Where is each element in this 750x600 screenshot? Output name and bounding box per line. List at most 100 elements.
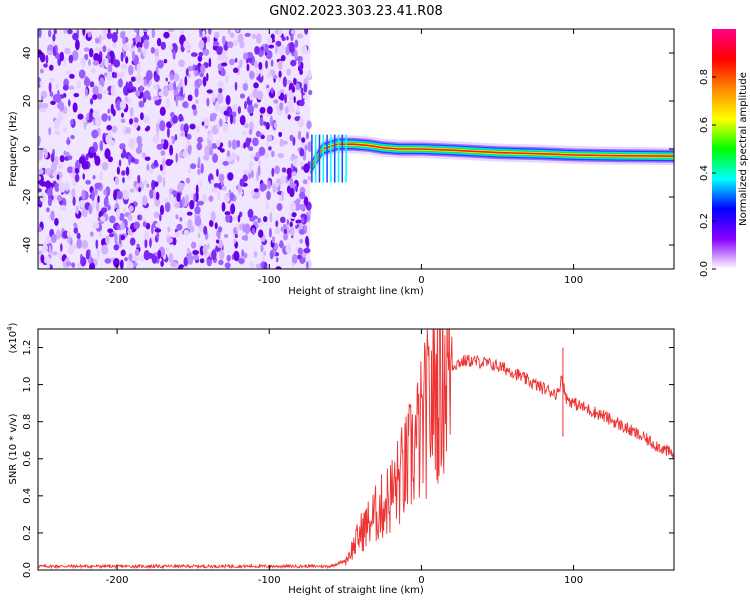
colorbar-label: Normalized spectral amplitude xyxy=(738,72,749,226)
noise-speckle xyxy=(279,240,284,249)
noise-speckle xyxy=(52,193,56,203)
noise-speckle xyxy=(265,60,268,69)
noise-speckle xyxy=(201,121,205,126)
noise-speckle xyxy=(258,61,263,70)
noise-speckle xyxy=(143,250,150,261)
noise-speckle xyxy=(135,89,141,97)
noise-speckle xyxy=(119,72,124,78)
noise-speckle xyxy=(39,193,46,203)
noise-speckle xyxy=(121,112,124,118)
noise-speckle xyxy=(80,256,87,267)
noise-speckle xyxy=(88,204,93,215)
noise-speckle xyxy=(238,258,245,264)
noise-speckle xyxy=(108,115,111,122)
noise-speckle xyxy=(258,229,264,238)
noise-speckle xyxy=(55,229,61,240)
noise-speckle xyxy=(252,33,256,40)
noise-speckle xyxy=(87,31,92,38)
noise-speckle xyxy=(308,209,312,215)
noise-speckle xyxy=(83,47,90,52)
noise-speckle xyxy=(112,109,116,117)
noise-speckle xyxy=(134,117,139,124)
noise-speckle xyxy=(199,180,203,187)
noise-speckle xyxy=(168,192,172,202)
noise-speckle xyxy=(194,215,202,227)
noise-speckle xyxy=(51,251,58,256)
noise-speckle xyxy=(95,37,100,44)
noise-speckle xyxy=(252,215,258,220)
noise-speckle xyxy=(171,190,178,195)
noise-speckle xyxy=(252,137,259,147)
noise-speckle xyxy=(169,44,173,51)
noise-speckle xyxy=(48,29,52,38)
noise-speckle xyxy=(64,47,71,55)
noise-speckle xyxy=(101,244,109,255)
noise-speckle xyxy=(173,73,180,82)
noise-speckle xyxy=(198,39,205,50)
noise-speckle xyxy=(119,143,126,150)
noise-speckle xyxy=(281,36,286,42)
noise-speckle xyxy=(57,111,64,122)
noise-speckle xyxy=(131,51,136,60)
noise-speckle xyxy=(221,35,226,46)
noise-speckle xyxy=(208,57,212,68)
noise-speckle xyxy=(262,255,266,263)
noise-speckle xyxy=(146,163,150,171)
noise-speckle xyxy=(192,250,200,255)
noise-speckle xyxy=(225,95,231,105)
noise-speckle xyxy=(105,235,110,245)
noise-speckle xyxy=(283,229,288,235)
noise-speckle xyxy=(293,77,297,86)
noise-speckle xyxy=(271,236,276,244)
noise-speckle xyxy=(120,63,128,70)
noise-speckle xyxy=(273,122,278,129)
noise-speckle xyxy=(125,127,131,134)
noise-speckle xyxy=(173,81,177,91)
noise-speckle xyxy=(268,44,275,49)
noise-speckle xyxy=(140,112,144,121)
noise-speckle xyxy=(238,59,243,68)
noise-speckle xyxy=(302,44,308,55)
noise-speckle xyxy=(39,68,44,74)
noise-speckle xyxy=(196,142,203,151)
noise-speckle xyxy=(167,29,175,33)
noise-speckle xyxy=(267,106,273,115)
noise-speckle xyxy=(66,137,70,146)
noise-speckle xyxy=(220,68,226,77)
noise-speckle xyxy=(146,183,150,188)
noise-speckle xyxy=(271,167,275,177)
noise-speckle xyxy=(38,250,43,256)
snr-multiplier: (x104) xyxy=(6,322,19,353)
noise-speckle xyxy=(303,163,310,174)
noise-speckle xyxy=(214,247,222,252)
noise-speckle xyxy=(299,69,303,75)
noise-speckle xyxy=(275,220,279,228)
noise-speckle xyxy=(184,194,189,204)
noise-speckle xyxy=(162,158,166,169)
noise-speckle xyxy=(222,122,229,133)
noise-speckle xyxy=(159,204,165,216)
noise-speckle xyxy=(166,236,173,244)
noise-speckle xyxy=(96,248,101,260)
noise-speckle xyxy=(279,92,285,102)
noise-speckle xyxy=(219,148,225,153)
noise-speckle xyxy=(153,181,159,188)
noise-speckle xyxy=(242,131,247,136)
noise-speckle xyxy=(94,155,101,166)
noise-speckle xyxy=(70,119,74,126)
colorbar-gradient xyxy=(712,29,736,269)
noise-speckle xyxy=(114,72,118,79)
noise-speckle xyxy=(136,243,140,248)
noise-speckle xyxy=(289,187,295,198)
noise-speckle xyxy=(118,159,122,167)
noise-speckle xyxy=(222,160,229,166)
noise-speckle xyxy=(183,256,189,267)
noise-speckle xyxy=(156,143,164,150)
noise-speckle xyxy=(137,142,143,149)
noise-speckle xyxy=(92,60,99,66)
noise-speckle xyxy=(73,93,80,98)
noise-speckle xyxy=(64,156,70,161)
noise-speckle xyxy=(38,175,42,181)
noise-speckle xyxy=(267,37,273,44)
noise-speckle xyxy=(46,207,50,213)
